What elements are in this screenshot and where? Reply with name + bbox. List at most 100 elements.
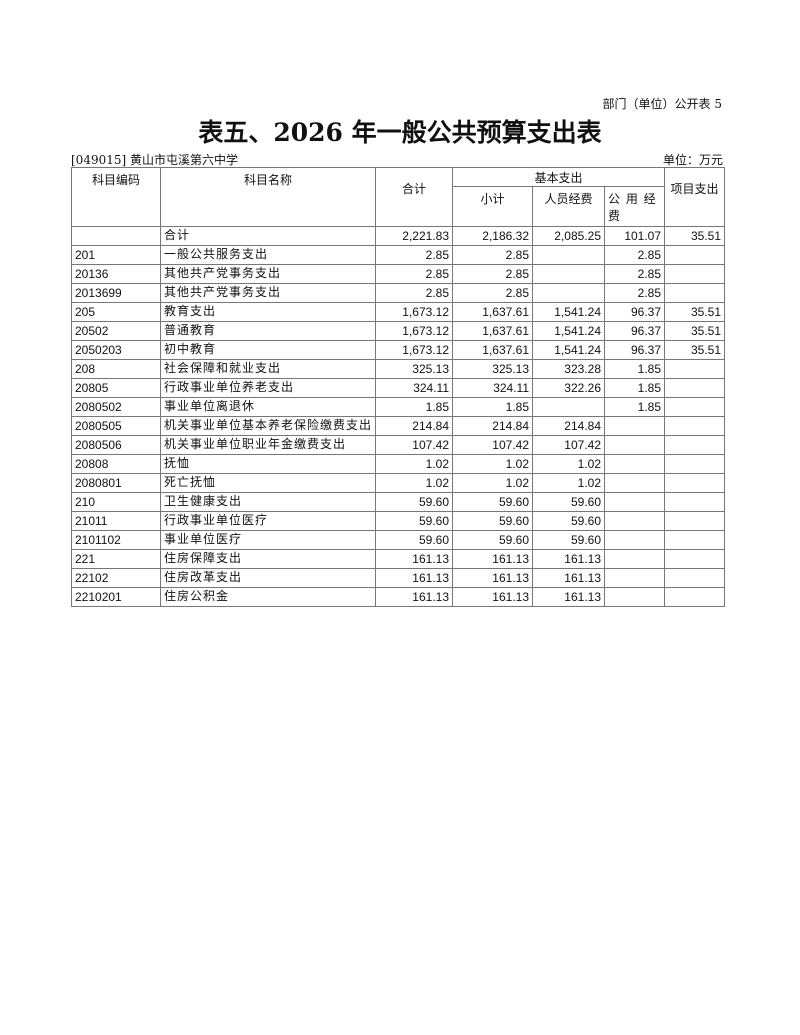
cell-public: 2.85 [603,264,666,284]
cell-personnel: 59.60 [532,530,605,550]
table-row: 201 一般公共服务支出 2.85 2.85 2.85 [71,245,726,265]
organization-name: [049015] 黄山市屯溪第六中学 [71,153,238,167]
cell-public [603,568,666,588]
cell-code: 2080505 [71,416,161,436]
cell-personnel: 1,541.24 [532,302,605,322]
cell-total: 161.13 [375,587,453,607]
table-row: 2080502 事业单位离退休 1.85 1.85 1.85 [71,397,726,417]
cell-project [664,568,726,588]
cell-public: 96.37 [603,321,666,341]
header-public: 公 用 经 费 [603,186,666,227]
unit-label: 单位：万元 [662,153,723,167]
budget-expenditure-table: 科目编码 科目名称 合计 基本支出 项目支出 小计 人员经费 公 用 经 费 合… [71,167,726,607]
cell-project [664,416,726,436]
cell-subtotal: 59.60 [452,492,533,512]
cell-personnel: 59.60 [532,492,605,512]
cell-subtotal: 1.85 [452,397,533,417]
cell-personnel: 323.28 [532,359,605,379]
cell-code: 2080502 [71,397,161,417]
cell-personnel: 161.13 [532,568,605,588]
cell-total: 1,673.12 [375,302,453,322]
cell-total: 2.85 [375,283,453,303]
table-row: 2210201 住房公积金 161.13 161.13 161.13 [71,587,726,607]
cell-name: 住房改革支出 [160,568,376,588]
cell-name: 事业单位离退休 [160,397,376,417]
cell-code: 2080506 [71,435,161,455]
cell-name: 事业单位医疗 [160,530,376,550]
cell-code: 208 [71,359,161,379]
cell-code: 2101102 [71,530,161,550]
table-number-note: 部门（单位）公开表 5 [602,97,722,111]
cell-project [664,454,726,474]
cell-code: 20136 [71,264,161,284]
cell-project [664,530,726,550]
table-row: 2080506 机关事业单位职业年金缴费支出 107.42 107.42 107.42 [71,435,726,455]
cell-total: 1,673.12 [375,340,453,360]
cell-public [603,492,666,512]
cell-total: 1.02 [375,454,453,474]
cell-total: 107.42 [375,435,453,455]
cell-name: 社会保障和就业支出 [160,359,376,379]
table-row: 2080505 机关事业单位基本养老保险缴费支出 214.84 214.84 214.8… [71,416,726,436]
cell-subtotal: 59.60 [452,511,533,531]
header-basic: 基本支出 [451,167,666,187]
table-row: 合计 2,221.83 2,186.32 2,085.25 101.07 35.51 [71,226,726,246]
cell-project [664,264,726,284]
cell-subtotal: 1.02 [452,454,533,474]
cell-subtotal: 324.11 [452,378,533,398]
cell-code: 2210201 [71,587,161,607]
cell-project [664,435,726,455]
cell-personnel: 2,085.25 [532,226,605,246]
cell-public [603,435,666,455]
cell-code: 20502 [71,321,161,341]
cell-name: 机关事业单位职业年金缴费支出 [160,435,376,455]
cell-code: 20805 [71,378,161,398]
cell-name: 行政事业单位医疗 [160,511,376,531]
cell-total: 324.11 [375,378,453,398]
cell-name: 初中教育 [160,340,376,360]
cell-personnel: 161.13 [532,587,605,607]
cell-project [664,492,726,512]
cell-personnel: 322.26 [532,378,605,398]
cell-total: 161.13 [375,568,453,588]
cell-name: 住房公积金 [160,587,376,607]
cell-personnel: 214.84 [532,416,605,436]
cell-project [664,245,726,265]
header-code: 科目编码 [71,167,161,227]
cell-code: 2050203 [71,340,161,360]
cell-total: 1.85 [375,397,453,417]
cell-project: 35.51 [664,340,726,360]
cell-name: 一般公共服务支出 [160,245,376,265]
cell-code: 2080801 [71,473,161,493]
table-row: 2101102 事业单位医疗 59.60 59.60 59.60 [71,530,726,550]
table-row: 2080801 死亡抚恤 1.02 1.02 1.02 [71,473,726,493]
cell-project: 35.51 [664,302,726,322]
cell-total: 59.60 [375,511,453,531]
cell-total: 161.13 [375,549,453,569]
cell-subtotal: 161.13 [452,587,533,607]
cell-total: 1,673.12 [375,321,453,341]
table-row: 221 住房保障支出 161.13 161.13 161.13 [71,549,726,569]
cell-name: 其他共产党事务支出 [160,283,376,303]
cell-subtotal: 1,637.61 [452,321,533,341]
cell-public: 96.37 [603,340,666,360]
cell-personnel: 107.42 [532,435,605,455]
cell-project [664,549,726,569]
cell-total: 59.60 [375,530,453,550]
table-row: 2050203 初中教育 1,673.12 1,637.61 1,541.24 96.37… [71,340,726,360]
cell-subtotal: 1,637.61 [452,302,533,322]
cell-public: 1.85 [603,359,666,379]
cell-name: 卫生健康支出 [160,492,376,512]
cell-code: 20808 [71,454,161,474]
cell-subtotal: 1,637.61 [452,340,533,360]
cell-total: 2,221.83 [375,226,453,246]
cell-name: 行政事业单位养老支出 [160,378,376,398]
cell-personnel [532,264,605,284]
cell-personnel: 59.60 [532,511,605,531]
cell-project: 35.51 [664,321,726,341]
cell-project [664,359,726,379]
cell-code: 22102 [71,568,161,588]
cell-public: 1.85 [603,397,666,417]
cell-public [603,530,666,550]
cell-public: 2.85 [603,283,666,303]
